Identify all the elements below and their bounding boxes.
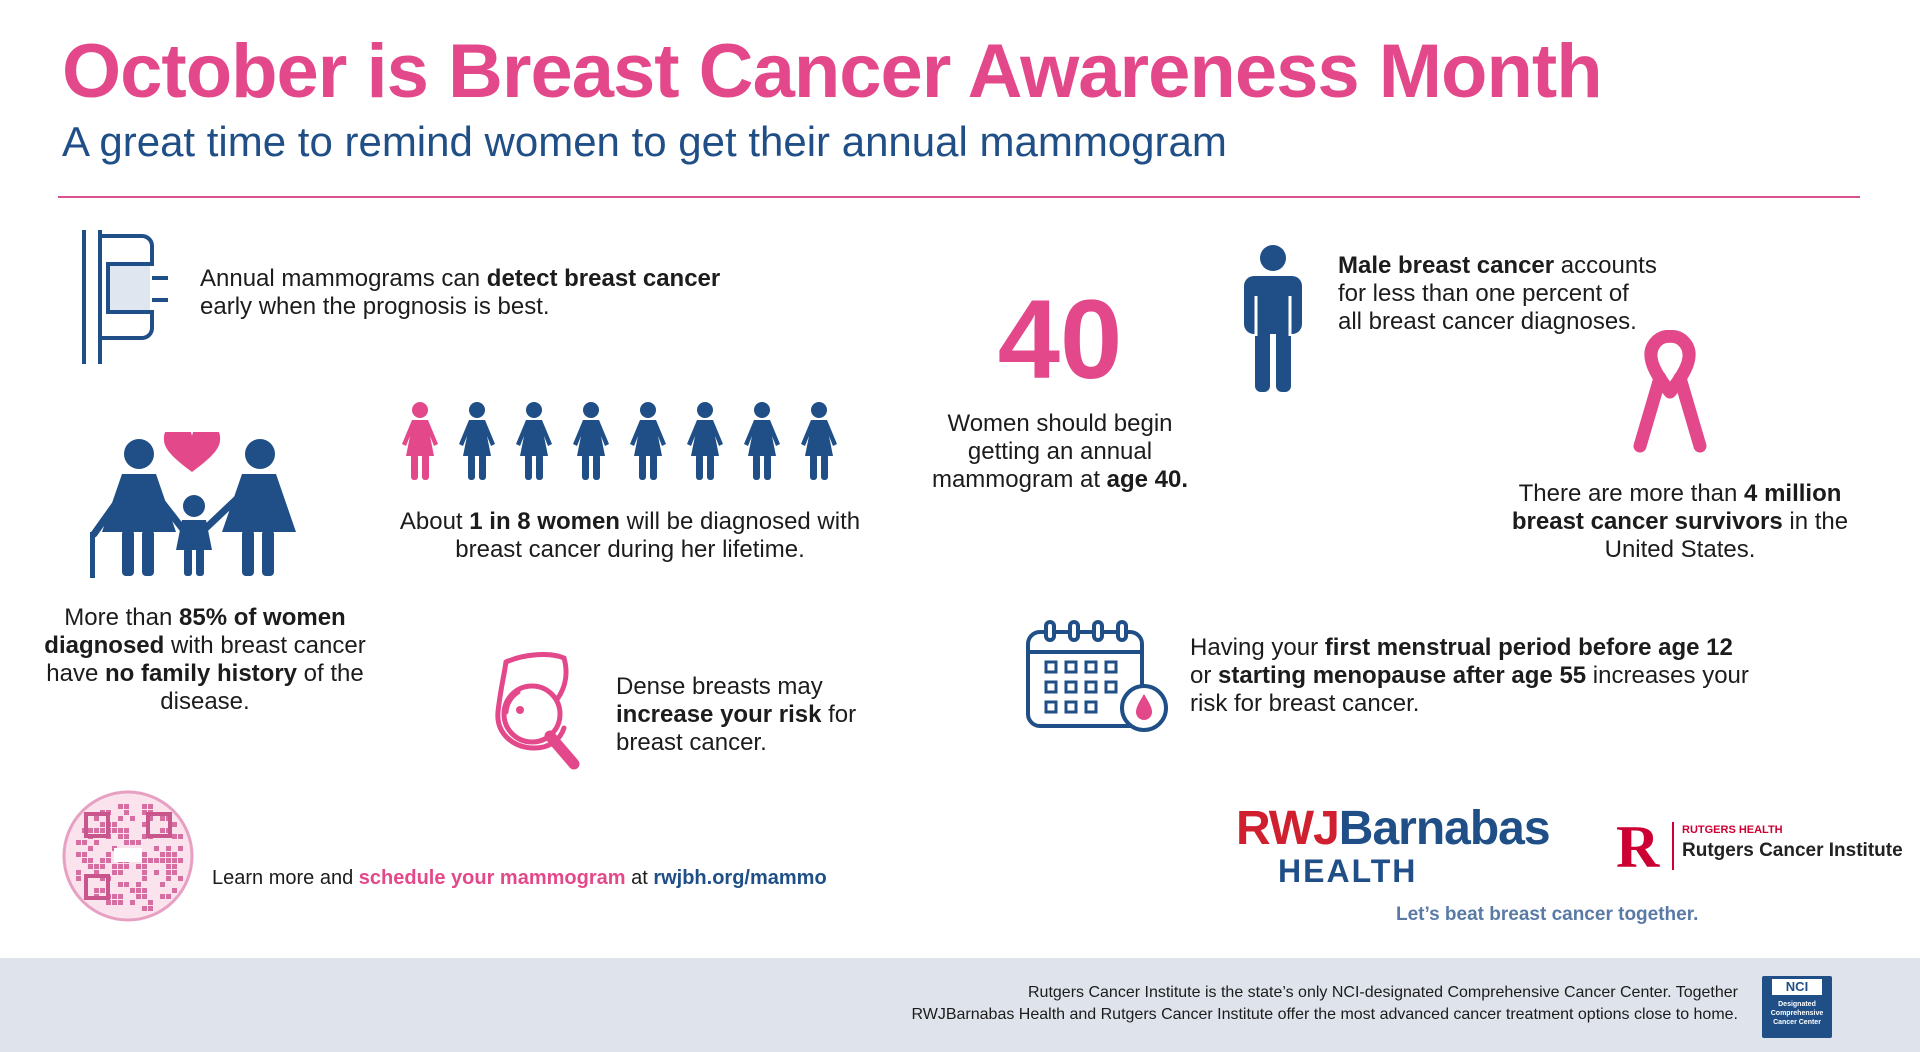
mammogram-fact: Annual mammograms can detect breast canc…: [200, 265, 721, 320]
header-divider: [58, 196, 1860, 198]
footer: Rutgers Cancer Institute is the state’s …: [0, 958, 1920, 1052]
mammo-link[interactable]: rwjbh.org/mammo: [653, 867, 827, 889]
male-cancer-fact: Male breast cancer accounts for less tha…: [1338, 252, 1657, 335]
nci-badge: NCI Designated Comprehensive Cancer Cent…: [1762, 976, 1832, 1038]
dense-breast-fact: Dense breasts may increase your risk for…: [616, 673, 857, 756]
breast-magnifier-icon: [495, 652, 580, 770]
age-forty-fact: Women should begin getting an annual mam…: [931, 410, 1189, 493]
mammogram-machine-icon: [82, 230, 168, 364]
schedule-cta: Learn more and schedule your mammogram a…: [212, 867, 827, 889]
family-heart-icon: [90, 432, 296, 578]
pink-ribbon-icon: [1633, 330, 1707, 453]
survivors-fact: There are more than 4 million breast can…: [1511, 480, 1849, 563]
male-figure-icon: [1244, 245, 1302, 392]
calendar-drop-icon: [1026, 620, 1168, 732]
family-history-fact: More than 85% of women diagnosed with br…: [44, 604, 366, 715]
page-title: October is Breast Cancer Awareness Month: [62, 29, 1603, 114]
women-row-icon: [402, 402, 837, 480]
qr-code[interactable]: [62, 790, 194, 922]
page-subtitle: A great time to remind women to get thei…: [62, 118, 1227, 165]
footer-text: Rutgers Cancer Institute is the state’s …: [911, 984, 1738, 1023]
qr-code-graphic: [62, 790, 194, 922]
rwjbarnabas-logo: RWJBarnabas HEALTH: [1236, 802, 1551, 889]
one-in-eight-fact: About 1 in 8 women will be diagnosed wit…: [399, 508, 861, 563]
menstrual-fact: Having your first menstrual period befor…: [1190, 634, 1749, 717]
tagline: Let’s beat breast cancer together.: [1396, 904, 1699, 925]
age-forty-number: 40: [997, 277, 1123, 402]
